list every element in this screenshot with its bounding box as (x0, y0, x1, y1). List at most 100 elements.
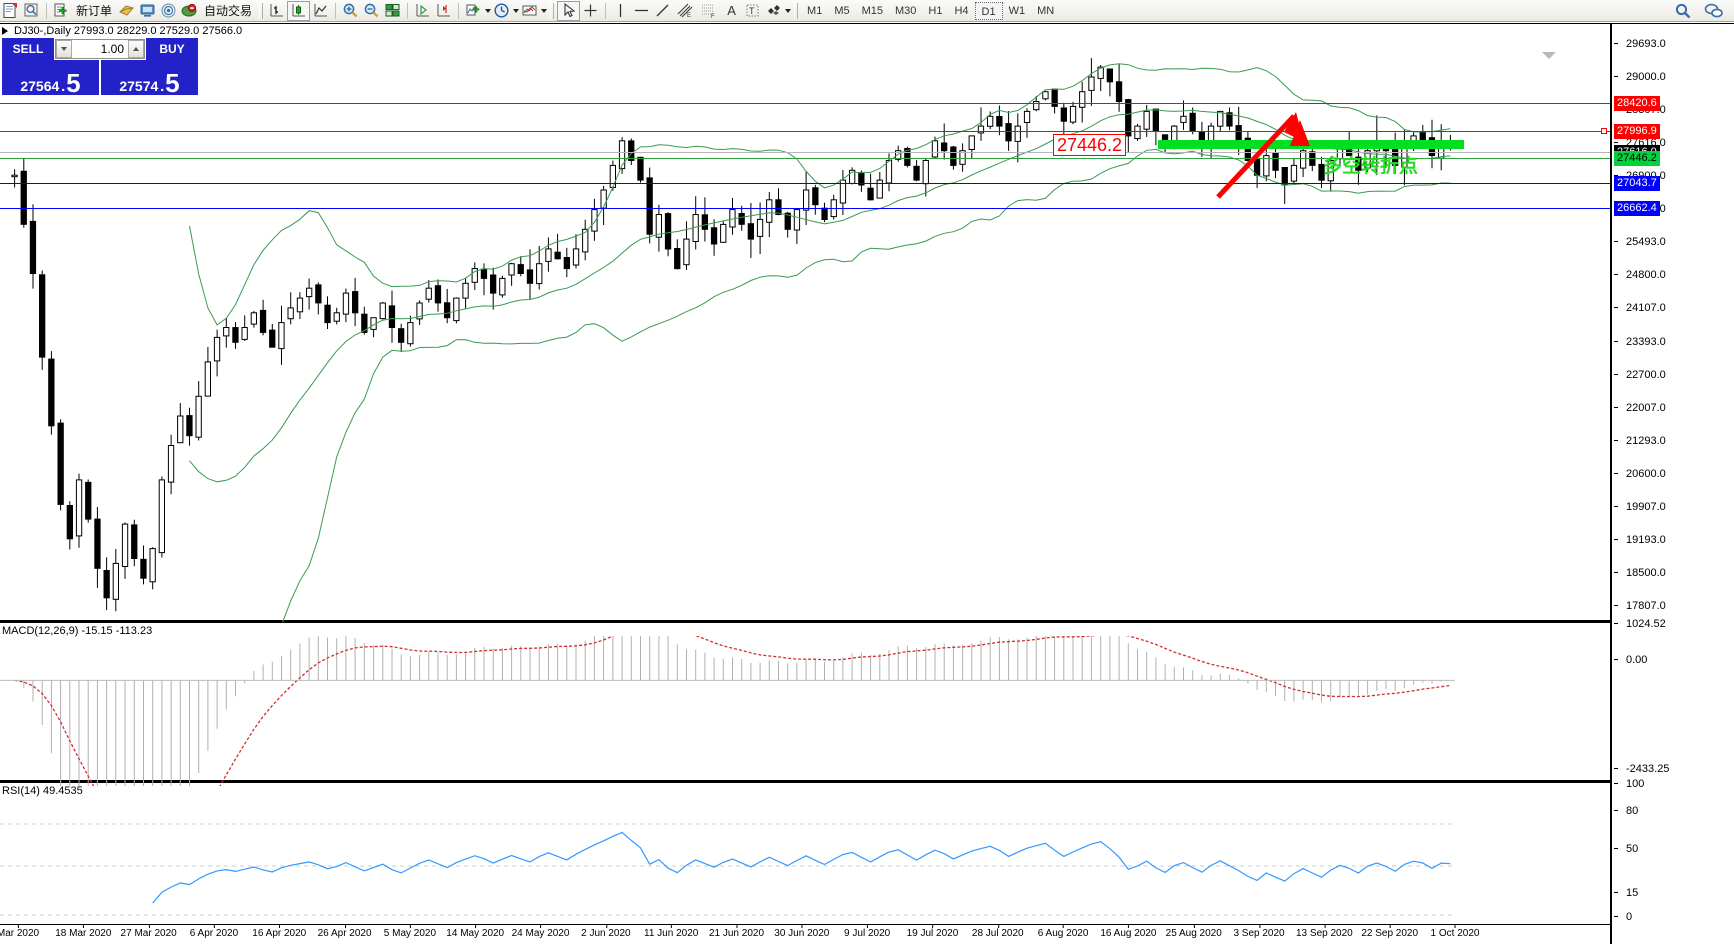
text-icon[interactable]: A (727, 3, 736, 18)
date-tick: Mar 2020 (0, 924, 39, 939)
macd-tick: -2433.25 (1612, 763, 1734, 775)
one-click-trading-panel[interactable]: SELL 1.00 BUY 27564 . (2, 38, 198, 96)
candlestick-chart-icon[interactable] (287, 0, 311, 21)
buy-price-panel[interactable]: 27574 . 5 (101, 60, 198, 96)
main-toolbar: 新订单 (0, 0, 1734, 22)
toolbar-separator-2 (335, 2, 337, 19)
new-order-label[interactable]: 新订单 (76, 4, 113, 18)
indicators-icon[interactable] (463, 1, 484, 21)
resistance-line-28420[interactable] (0, 103, 1610, 104)
chart-shift-handle[interactable] (1542, 52, 1556, 59)
signals-icon[interactable] (158, 1, 179, 21)
search-icon[interactable] (1672, 1, 1694, 21)
tile-windows-icon[interactable] (382, 1, 403, 21)
toolbar-separator (46, 2, 47, 19)
period-dropdown-caret[interactable] (513, 8, 520, 13)
toolbar-separator-5 (605, 2, 607, 19)
text-label-icon[interactable]: T (742, 1, 763, 21)
chart-shift-icon[interactable] (433, 1, 454, 21)
horizontal-line-icon[interactable] (631, 1, 652, 21)
crosshair-icon[interactable] (580, 1, 601, 21)
price-tag-support[interactable]: 26662.4 (1614, 201, 1660, 216)
timeframe-h4[interactable]: H4 (954, 4, 969, 17)
order-line-27996[interactable] (0, 131, 1610, 132)
new-chart-icon[interactable] (0, 1, 21, 21)
equidistant-channel-icon[interactable]: E (673, 1, 697, 21)
date-tick: 3 Sep 2020 (1233, 924, 1285, 939)
bar-chart-icon[interactable] (266, 1, 287, 21)
symbol-expand-icon[interactable] (2, 27, 8, 35)
terminal-icon[interactable] (137, 1, 158, 21)
rsi-indicator-title[interactable]: RSI(14) 49.4535 (2, 785, 83, 797)
date-tick: 19 Jul 2020 (907, 924, 958, 939)
expert-advisors-icon[interactable] (116, 1, 137, 21)
timeframe-w1[interactable]: W1 (1008, 4, 1026, 17)
chat-icon[interactable] (1702, 1, 1726, 21)
macd-indicator-title[interactable]: MACD(12,26,9) -15.15 -113.23 (2, 625, 153, 637)
support-line-26662[interactable] (0, 208, 1610, 209)
price-callout[interactable]: 27446.2 (1053, 134, 1127, 156)
date-tick: 24 May 2020 (512, 924, 569, 939)
cursor-icon[interactable] (557, 0, 581, 21)
volume-decrease-button[interactable] (56, 40, 72, 58)
fibonacci-icon[interactable]: F (697, 1, 721, 21)
timeframe-m15[interactable]: M15 (861, 4, 883, 17)
timeframe-h1[interactable]: H1 (928, 4, 943, 17)
support-line-27043[interactable] (0, 183, 1610, 184)
data-window-icon[interactable] (21, 1, 42, 21)
svg-text:E: E (687, 13, 691, 19)
volume-increase-button[interactable] (128, 40, 144, 58)
timeframe-m1[interactable]: M1 (807, 4, 823, 17)
last-price-line (0, 152, 1610, 153)
trendline-icon[interactable] (652, 1, 673, 21)
chart-window[interactable]: 27446.2 多空转折点 MACD(12,26,9) -15.15 -113.… (0, 23, 1734, 944)
buy-price-dot: . (160, 78, 165, 94)
date-tick: 22 Sep 2020 (1361, 924, 1418, 939)
line-chart-icon[interactable] (310, 1, 331, 21)
zoom-out-icon[interactable] (361, 1, 382, 21)
price-tick: 18500.0 (1612, 567, 1734, 579)
date-tick: 9 Jul 2020 (844, 924, 890, 939)
vertical-line-icon[interactable] (610, 1, 631, 21)
new-order-icon[interactable] (51, 1, 72, 21)
timeframe-m5[interactable]: M5 (834, 4, 850, 17)
symbol-header[interactable]: DJ30-,Daily 27993.0 28229.0 27529.0 2756… (2, 24, 242, 38)
rsi-tick: 15 (1612, 887, 1734, 899)
open-position-marker[interactable] (1601, 128, 1607, 134)
period-icon[interactable] (491, 1, 512, 21)
support-line-27446[interactable] (0, 158, 1610, 159)
autotrading-label[interactable]: 自动交易 (204, 4, 253, 18)
chart-plot[interactable]: 27446.2 多空转折点 MACD(12,26,9) -15.15 -113.… (0, 24, 1610, 944)
templates-icon[interactable] (519, 1, 540, 21)
oct-price-row: 27564 . 5 27574 . 5 (2, 60, 198, 96)
zoom-in-icon[interactable] (340, 1, 361, 21)
price-tag-support-zone[interactable]: 27446.2 (1614, 151, 1660, 166)
toolbar-grip-2[interactable] (550, 2, 555, 19)
sell-price-dot: . (61, 78, 66, 94)
price-scale[interactable]: 29693.029000.028307.027616.026900.026207… (1610, 24, 1734, 944)
price-tag-resistance[interactable]: 28420.6 (1614, 96, 1660, 111)
buy-button[interactable]: BUY (146, 38, 198, 60)
autotrading-icon[interactable] (179, 1, 200, 21)
auto-scroll-icon[interactable] (412, 1, 433, 21)
toolbar-grip-3[interactable] (794, 2, 799, 19)
toolbar-grip[interactable] (259, 2, 264, 19)
timeframe-mn[interactable]: MN (1037, 4, 1055, 17)
sell-price-panel[interactable]: 27564 . 5 (2, 60, 99, 96)
volume-stepper[interactable]: 1.00 (55, 39, 145, 59)
price-tag-order-line[interactable]: 27996.9 (1614, 124, 1660, 139)
date-tick: 28 Jul 2020 (972, 924, 1024, 939)
price-tag-support[interactable]: 27043.7 (1614, 176, 1660, 191)
sell-button[interactable]: SELL (2, 38, 54, 60)
shapes-icon[interactable] (763, 1, 784, 21)
date-tick: 6 Aug 2020 (1038, 924, 1088, 939)
volume-value[interactable]: 1.00 (100, 42, 124, 56)
toolbar-separator-3 (407, 2, 409, 19)
date-scale[interactable]: Mar 2020 18 Mar 2020 27 Mar 2020 6 Apr 2020… (0, 924, 1610, 944)
templates-dropdown-caret[interactable] (541, 8, 548, 13)
shapes-dropdown-caret[interactable] (785, 8, 792, 13)
timeframe-m30[interactable]: M30 (895, 4, 917, 17)
date-tick: 16 Apr 2020 (252, 924, 306, 939)
indicators-dropdown-caret[interactable] (485, 8, 492, 13)
timeframe-d1[interactable]: D1 (974, 1, 1003, 20)
